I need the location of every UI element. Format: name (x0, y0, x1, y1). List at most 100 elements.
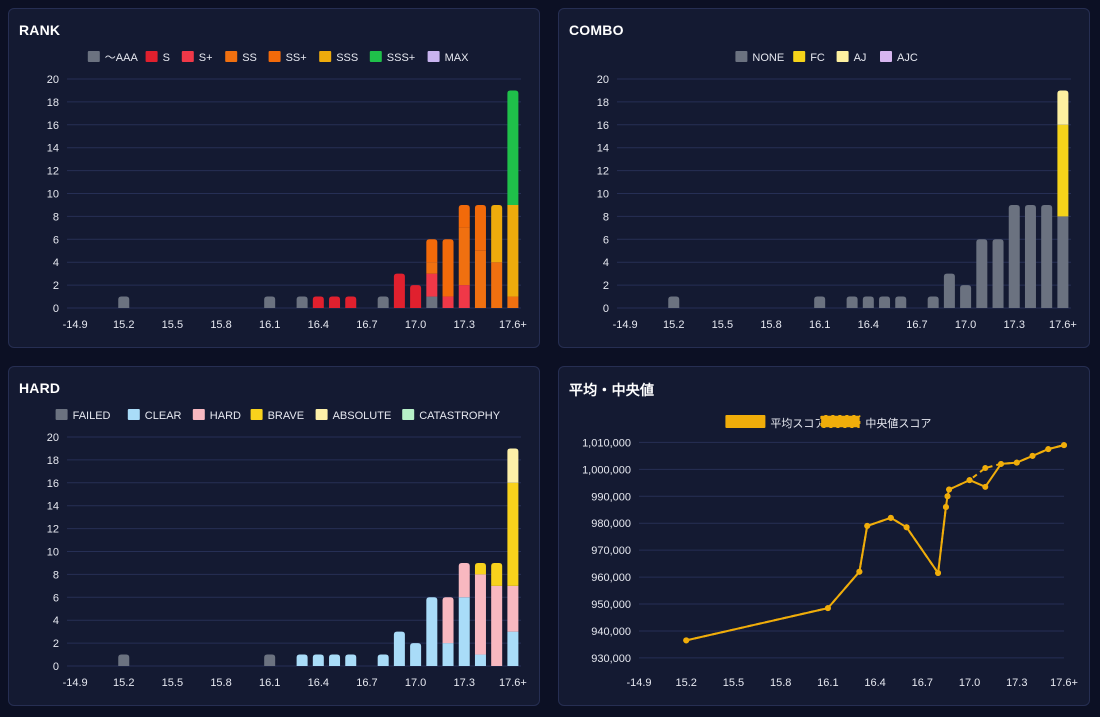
bar-segment (118, 654, 130, 666)
rank-panel: RANK 〜AAA S S+ SS SS+ SSS SSS+ MAX 0 2 4 6 8 10 12 14 16… (8, 8, 540, 348)
y-tick-label: 0 (53, 303, 59, 315)
bar-segment (976, 239, 988, 308)
legend-item: 平均スコア (725, 415, 825, 430)
legend-swatch (793, 51, 806, 62)
y-tick-label: 16 (47, 120, 59, 132)
legend-item: S+ (181, 51, 213, 64)
legend-swatch (369, 51, 382, 62)
y-tick-label: 970,000 (591, 545, 631, 557)
x-tick-label: 17.3 (454, 677, 475, 689)
x-tick-label: 16.7 (356, 677, 377, 689)
legend-swatch (319, 51, 332, 62)
bar-segment (329, 654, 341, 666)
y-tick-label: 930,000 (591, 653, 631, 665)
bar-segment (393, 631, 405, 666)
x-tick-label: 15.5 (162, 319, 183, 331)
legend-label: FAILED (73, 410, 111, 422)
y-tick-label: 4 (53, 257, 59, 269)
x-tick-label: 16.1 (817, 677, 838, 689)
bar-segment (426, 597, 438, 666)
x-tick-label: -14.9 (613, 319, 638, 331)
bar-segment (458, 597, 470, 666)
x-tick-label: 17.0 (959, 677, 980, 689)
legend-label: S (163, 52, 170, 64)
x-tick-label: 17.3 (1006, 677, 1027, 689)
legend-label: 平均スコア (770, 417, 825, 430)
legend-swatch (250, 409, 263, 420)
bar-segment (507, 631, 519, 666)
bar-segment (410, 285, 422, 308)
legend-label: BRAVE (268, 410, 304, 422)
legend-item: SS (225, 51, 257, 64)
x-tick-label: 15.2 (663, 319, 684, 331)
bar-segment (1008, 204, 1020, 308)
legend-item: AJ (836, 51, 866, 64)
bar-segment (1057, 216, 1069, 308)
legend-label: HARD (210, 410, 241, 422)
legend-swatch (192, 409, 205, 420)
legend-swatch (836, 51, 849, 62)
legend-swatch-dash (819, 414, 862, 429)
legend-item: 〜AAA (87, 51, 138, 64)
bar-segment (895, 296, 907, 308)
legend-swatch (315, 409, 328, 420)
legend-item: SSS (319, 51, 358, 64)
bars (118, 90, 519, 308)
y-tick-label: 8 (603, 211, 609, 223)
panel-title: 平均・中央値 (569, 382, 655, 398)
legend-label: SSS+ (387, 52, 415, 64)
y-tick-label: 18 (597, 97, 609, 109)
legend-label: CATASTROPHY (419, 410, 501, 422)
y-tick-label: 20 (47, 74, 59, 86)
y-tick-label: 4 (53, 615, 59, 627)
x-tick-label: 17.6+ (499, 677, 527, 689)
data-point (683, 637, 690, 644)
bar-segment (1024, 204, 1036, 308)
legend-item: AJC (880, 51, 918, 64)
legend-swatch (145, 51, 158, 62)
bar-segment (458, 204, 470, 228)
bar-segment (474, 250, 486, 308)
y-tick-label: 20 (597, 74, 609, 86)
legend-label: SS (242, 52, 257, 64)
bar-segment (474, 562, 486, 575)
legend: 平均スコア 中央値スコア (725, 414, 931, 430)
y-tick-label: 1,000,000 (582, 464, 631, 476)
bar-segment (507, 296, 519, 308)
bar-segment (474, 574, 486, 655)
y-tick-label: 14 (597, 143, 609, 155)
legend-swatch (181, 51, 194, 62)
gridlines (617, 78, 1071, 309)
y-tick-label: 16 (597, 120, 609, 132)
average-median-chart: 平均スコア 中央値スコア 930,000 940,000 950,000 960,000 9… (582, 414, 1078, 689)
x-tick-label: 17.6+ (499, 319, 527, 331)
y-tick-label: 4 (603, 257, 609, 269)
data-point (824, 605, 831, 612)
bar-segment (507, 448, 519, 483)
legend-swatch (127, 409, 140, 420)
legend-item: SSS+ (369, 51, 415, 64)
bar-segment (458, 285, 470, 308)
x-tick-label: 15.8 (770, 677, 791, 689)
legend: 〜AAA S S+ SS SS+ SSS SSS+ MAX (87, 51, 470, 64)
bar-segment (507, 482, 519, 586)
legend-item: MAX (427, 51, 470, 64)
bar-segment (442, 643, 454, 666)
bar-segment (410, 643, 422, 666)
gridlines (639, 441, 1064, 659)
data-point (944, 493, 951, 500)
data-point (1029, 452, 1036, 459)
data-point (982, 483, 989, 490)
bar-segment (491, 262, 503, 308)
legend-label: MAX (445, 52, 470, 64)
y-tick-label: 10 (47, 547, 59, 559)
bar-segment (442, 239, 454, 297)
bar-segment (814, 296, 826, 308)
y-tick-label: 12 (597, 166, 609, 178)
bar-segment (491, 204, 503, 263)
bar-segment (442, 296, 454, 308)
data-point (903, 524, 910, 531)
y-tick-label: 14 (47, 143, 59, 155)
x-tick-label: 15.2 (113, 319, 134, 331)
bar-segment (393, 273, 405, 308)
